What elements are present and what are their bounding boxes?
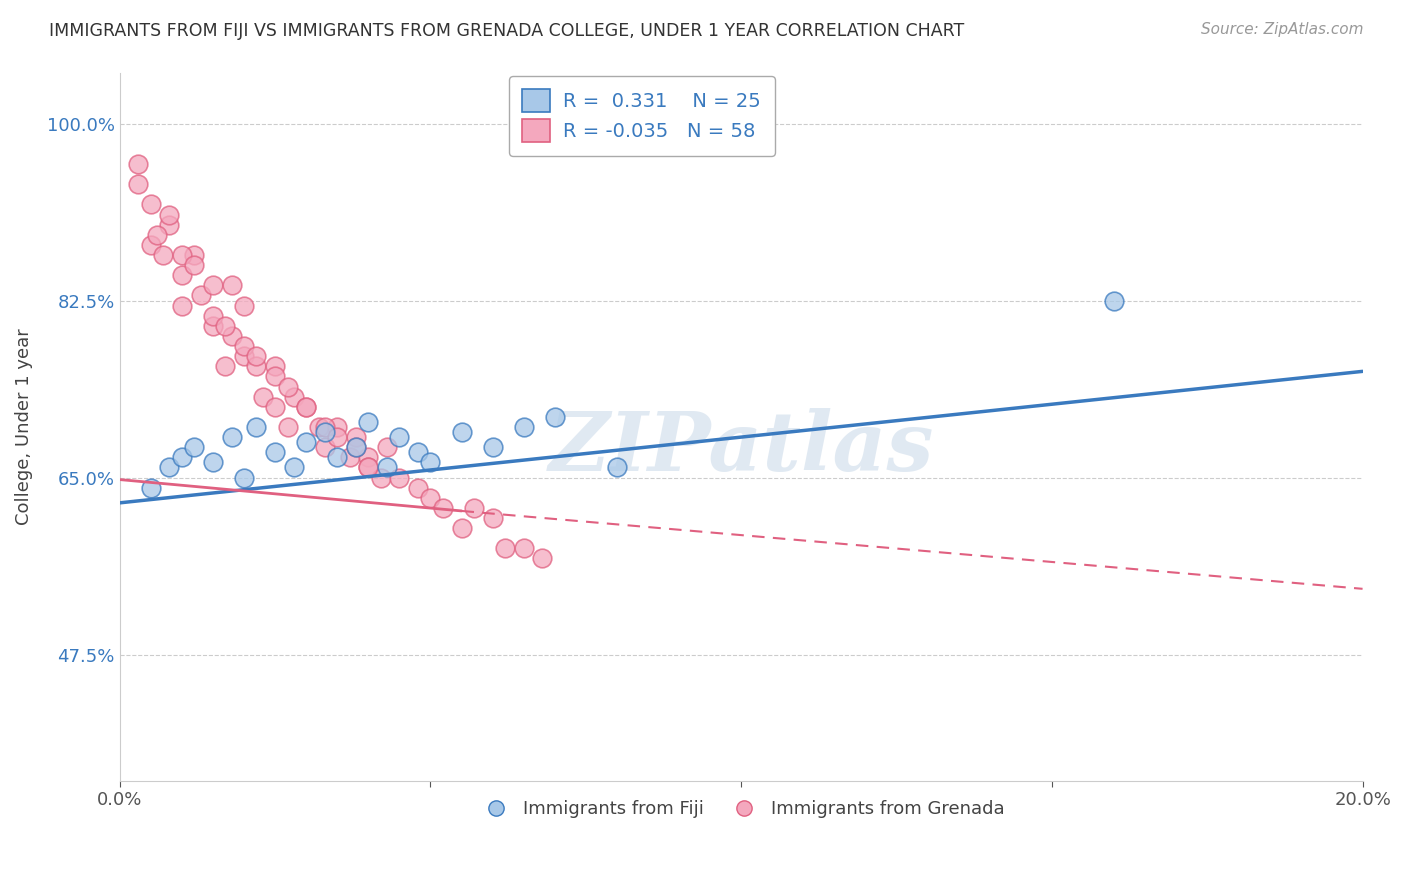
Point (159, 218, 181, 232)
Point (139, 238, 162, 252)
Text: Source: ZipAtlas.com: Source: ZipAtlas.com (1201, 22, 1364, 37)
Point (357, 415, 380, 429)
Point (494, 541, 516, 556)
Point (183, 248, 205, 262)
Point (357, 460, 380, 475)
Point (139, 197, 162, 211)
Point (326, 420, 349, 434)
Point (450, 521, 472, 535)
Point (326, 450, 349, 465)
Point (432, 500, 454, 515)
Point (388, 430, 411, 444)
Point (512, 420, 534, 434)
Point (606, 460, 628, 475)
Point (314, 440, 336, 454)
Point (295, 435, 318, 450)
Point (283, 390, 305, 404)
Point (201, 318, 224, 333)
Point (245, 359, 267, 374)
Point (419, 455, 441, 469)
Point (264, 369, 287, 384)
Y-axis label: College, Under 1 year: College, Under 1 year (15, 328, 32, 525)
Point (152, 248, 174, 262)
Point (159, 460, 181, 475)
Point (221, 329, 243, 343)
Point (295, 400, 318, 414)
Point (544, 409, 567, 424)
Point (463, 500, 485, 515)
Point (450, 425, 472, 439)
Point (1102, 293, 1125, 308)
Point (214, 318, 236, 333)
Point (357, 450, 380, 465)
Point (481, 440, 503, 454)
Point (201, 309, 224, 323)
Point (221, 430, 243, 444)
Point (531, 551, 554, 566)
Point (264, 359, 287, 374)
Point (159, 208, 181, 222)
Point (344, 430, 367, 444)
Point (214, 359, 236, 374)
Point (370, 470, 392, 484)
Legend: Immigrants from Fiji, Immigrants from Grenada: Immigrants from Fiji, Immigrants from Gr… (471, 793, 1011, 825)
Point (264, 445, 287, 459)
Point (314, 420, 336, 434)
Point (127, 178, 149, 192)
Point (170, 299, 193, 313)
Point (277, 420, 299, 434)
Point (357, 460, 380, 475)
Point (295, 400, 318, 414)
Point (512, 541, 534, 556)
Point (183, 258, 205, 272)
Point (245, 349, 267, 363)
Point (233, 349, 256, 363)
Point (233, 299, 256, 313)
Point (283, 460, 305, 475)
Point (201, 278, 224, 293)
Point (170, 248, 193, 262)
Point (190, 288, 212, 302)
Point (375, 440, 398, 454)
Point (201, 455, 224, 469)
Point (326, 430, 349, 444)
Point (339, 450, 361, 465)
Point (406, 481, 429, 495)
Point (277, 379, 299, 393)
Point (183, 440, 205, 454)
Point (314, 425, 336, 439)
Point (264, 400, 287, 414)
Text: IMMIGRANTS FROM FIJI VS IMMIGRANTS FROM GRENADA COLLEGE, UNDER 1 YEAR CORRELATIO: IMMIGRANTS FROM FIJI VS IMMIGRANTS FROM … (49, 22, 965, 40)
Point (375, 460, 398, 475)
Point (233, 470, 256, 484)
Point (344, 440, 367, 454)
Point (308, 420, 330, 434)
Point (481, 511, 503, 525)
Point (146, 227, 169, 242)
Point (245, 420, 267, 434)
Point (127, 157, 149, 171)
Point (252, 390, 274, 404)
Text: ZIPatlas: ZIPatlas (548, 409, 934, 488)
Point (139, 481, 162, 495)
Point (406, 445, 429, 459)
Point (170, 450, 193, 465)
Point (170, 268, 193, 283)
Point (388, 470, 411, 484)
Point (344, 440, 367, 454)
Point (221, 278, 243, 293)
Point (233, 339, 256, 353)
Point (419, 491, 441, 505)
